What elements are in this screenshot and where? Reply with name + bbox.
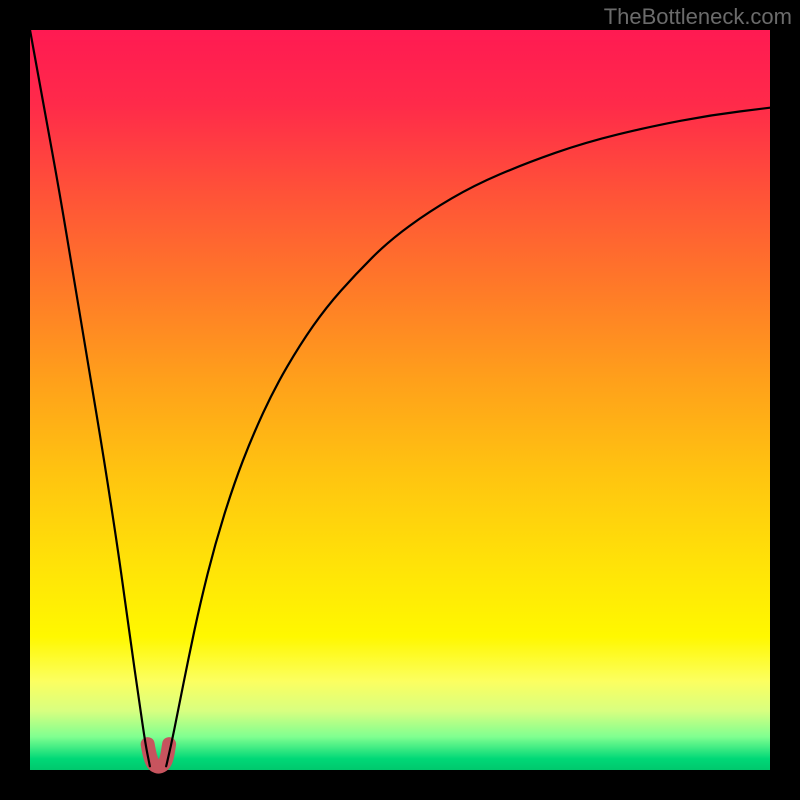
chart-container: TheBottleneck.com (0, 0, 800, 800)
chart-svg (0, 0, 800, 800)
plot-background (30, 30, 770, 770)
watermark-text: TheBottleneck.com (604, 4, 792, 30)
